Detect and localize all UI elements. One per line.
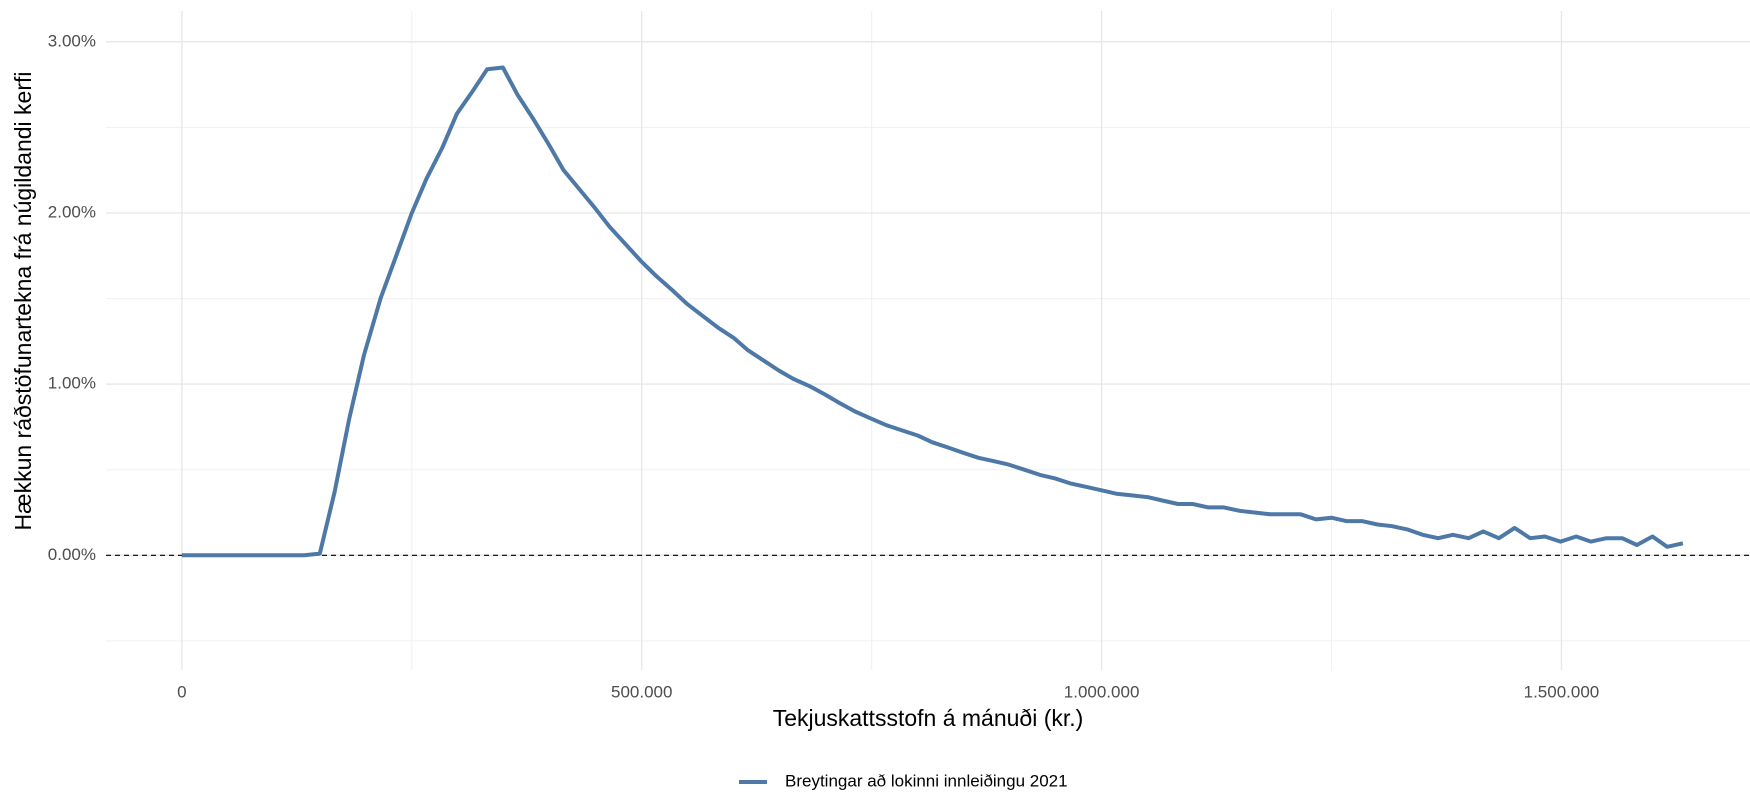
y-tick-label: 0.00% bbox=[48, 545, 96, 564]
data-line bbox=[181, 65, 1684, 558]
x-tick-label: 1.000.000 bbox=[1064, 682, 1140, 701]
y-axis-title: Hækkun ráðstöfunartekna frá núgildandi k… bbox=[10, 72, 36, 531]
x-tick-label: 1.500.000 bbox=[1524, 682, 1600, 701]
x-tick-label: 500.000 bbox=[611, 682, 672, 701]
y-tick-label: 3.00% bbox=[48, 31, 96, 50]
x-axis-title: Tekjuskattsstofn á mánuði (kr.) bbox=[773, 705, 1084, 731]
x-tick-label: 0 bbox=[177, 682, 186, 701]
y-tick-label: 1.00% bbox=[48, 374, 96, 393]
legend-label: Breytingar að lokinni innleiðingu 2021 bbox=[785, 771, 1068, 790]
y-tick-label: 2.00% bbox=[48, 202, 96, 221]
